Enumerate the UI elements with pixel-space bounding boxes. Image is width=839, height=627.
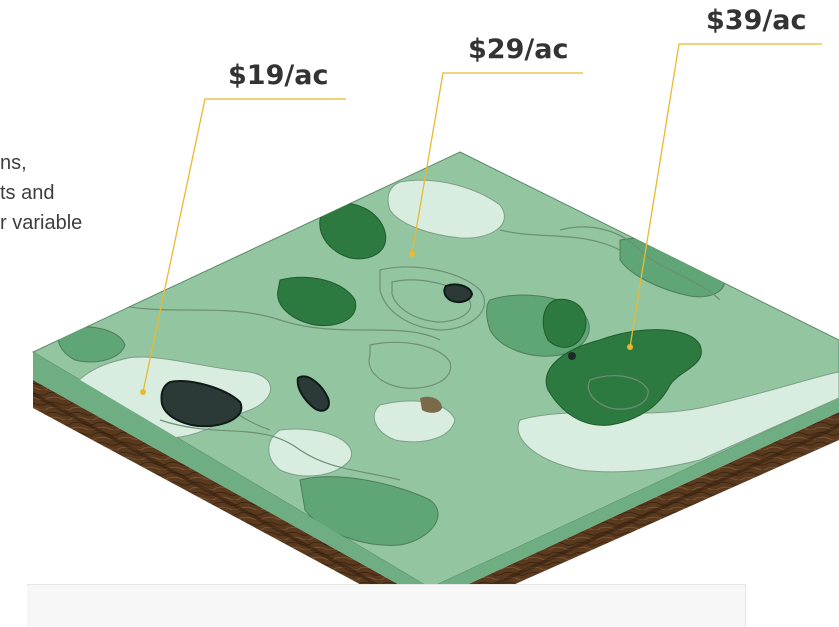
leader-dot-mid: [409, 251, 415, 257]
leader-line-mid: [411, 72, 583, 255]
content-panel: [27, 584, 746, 627]
rock-patches: [160, 283, 576, 428]
field-surface: [31, 151, 839, 602]
dark-zones: [277, 202, 702, 426]
leader-line-low: [142, 98, 346, 393]
description-text: ns, ts and r variable: [0, 148, 150, 238]
price-label-low: $19/ac: [228, 60, 329, 91]
leader-dots: [140, 251, 633, 395]
description-line-2: ts and: [0, 182, 55, 204]
price-label-mid: $29/ac: [468, 34, 569, 65]
leader-dot-low: [140, 389, 146, 395]
description-line-3: r variable: [0, 212, 83, 234]
soil-layer: [33, 380, 839, 622]
leader-lines: [142, 43, 822, 393]
price-label-high: $39/ac: [706, 5, 807, 36]
leader-line-high: [629, 43, 822, 348]
leader-dot-high: [627, 344, 633, 350]
description-line-1: ns,: [0, 152, 27, 174]
